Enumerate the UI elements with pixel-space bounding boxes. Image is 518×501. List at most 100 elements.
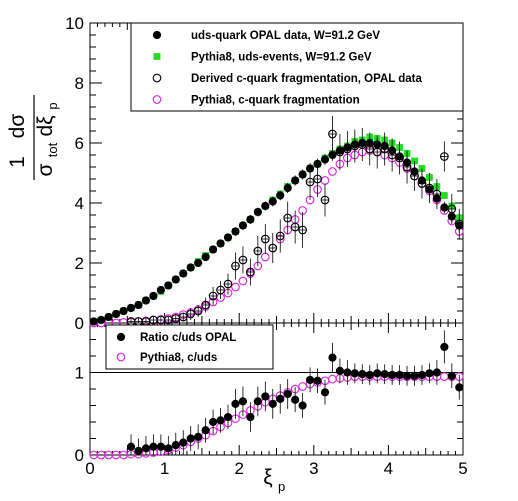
series-3-point: [328, 167, 337, 176]
series-0-point: [253, 207, 262, 217]
y-label-dsigma: dσ: [6, 114, 29, 139]
series-0-point: [276, 191, 285, 200]
series-0-point: [283, 183, 292, 193]
series-0-point: [440, 342, 449, 352]
series-0-point: [328, 353, 337, 362]
series-0-point: [156, 442, 165, 451]
series-0-point: [388, 370, 397, 380]
series-2-point: [335, 147, 345, 157]
series-0-point: [261, 201, 270, 211]
bottom-x-tick-label: 1: [160, 459, 169, 478]
series-0-point: [380, 370, 389, 379]
bottom-legend-box: [105, 324, 274, 370]
series-0-point: [298, 401, 307, 410]
series-0-point: [291, 176, 300, 185]
series-0-point: [149, 291, 158, 301]
series-0-point: [112, 309, 121, 319]
series-0-point: [283, 389, 292, 399]
series-0-point: [298, 170, 307, 179]
series-0-point: [194, 432, 203, 441]
bottom-x-tick-label: 0: [85, 459, 94, 478]
top-y-tick-label: 0: [75, 314, 84, 333]
series-0-point: [440, 203, 449, 212]
series-2-point: [425, 183, 434, 193]
series-2-point: [268, 243, 278, 253]
series-0-point: [141, 444, 151, 453]
series-0-point: [320, 388, 330, 397]
series-2-point: [328, 129, 337, 139]
y-label-one: 1: [6, 156, 29, 168]
bottom-panel-series: [89, 330, 464, 460]
series-0-point: [305, 375, 315, 385]
series-0-point: [276, 394, 285, 403]
series-2-point: [231, 261, 240, 271]
top-legend-marker-2: [152, 73, 162, 83]
y-label-sub-tot: tot: [45, 142, 60, 157]
series-0-point: [425, 369, 434, 378]
series-0-point: [395, 370, 404, 380]
series-2-point: [320, 195, 330, 205]
top-y-tick-label: 4: [75, 194, 84, 213]
top-legend-marker-0: [152, 30, 162, 40]
series-0-point: [350, 369, 359, 378]
bottom-x-tick-label: 4: [384, 459, 393, 478]
top-panel-series: [89, 116, 464, 328]
series-0-point: [104, 312, 113, 322]
series-2-point: [365, 144, 375, 154]
series-0-point: [179, 269, 188, 278]
top-legend-label-0: uds-quark OPAL data, W=91.2 GeV: [191, 30, 380, 42]
top-y-tick-label: 6: [75, 134, 84, 153]
series-0-point: [186, 434, 195, 443]
series-0-point: [179, 438, 188, 447]
bottom-legend-label-1: Pythia8, c/uds: [140, 352, 217, 364]
series-0-point: [126, 303, 136, 313]
series-0-point: [164, 444, 173, 453]
series-0-point: [149, 442, 158, 451]
top-legend-label-2: Derived c-quark fragmentation, OPAL data: [191, 73, 423, 85]
series-0-point: [134, 446, 143, 455]
series-0-point: [328, 150, 337, 160]
series-0-point: [417, 370, 427, 380]
series-2-point: [275, 231, 285, 241]
series-2-point: [440, 152, 449, 161]
y-label-sigma: σ: [34, 163, 57, 176]
series-0-point: [186, 263, 195, 272]
top-legend-label-3: Pythia8, c-quark fragmentation: [191, 95, 360, 107]
series-0-point: [320, 155, 330, 164]
series-0-point: [447, 371, 456, 380]
series-2-point: [298, 225, 307, 235]
series-0-point: [268, 197, 277, 206]
series-0-point: [238, 221, 248, 230]
series-1-point: [298, 382, 307, 391]
series-0-point: [246, 215, 255, 224]
series-2-point: [387, 150, 397, 160]
top-legend-marker-3: [152, 95, 162, 104]
bottom-y-tick-label: 1: [75, 364, 84, 383]
bottom-y-tick-label: 0: [75, 446, 84, 465]
series-2-point: [223, 279, 233, 289]
bottom-legend-marker-0: [116, 332, 126, 342]
series-2-point: [238, 255, 248, 265]
series-0-point: [208, 417, 218, 427]
top-y-tick-label: 8: [75, 74, 84, 93]
series-0-point: [291, 395, 300, 404]
y-label-dxi: dξ: [34, 115, 57, 136]
top-legend-marker-1: [153, 53, 161, 60]
series-2-point: [372, 147, 382, 157]
series-0-point: [171, 441, 180, 450]
series-0-point: [216, 416, 225, 425]
series-2-point: [432, 189, 442, 199]
series-0-point: [402, 371, 412, 380]
series-0-point: [365, 370, 374, 380]
series-2-point: [193, 306, 203, 316]
series-2-point: [402, 162, 412, 172]
series-0-point: [97, 315, 106, 325]
series-0-point: [410, 371, 419, 380]
series-0-point: [246, 412, 255, 422]
bottom-x-tick-label: 2: [234, 459, 243, 478]
series-0-point: [208, 245, 218, 254]
bottom-x-tick-label: 5: [458, 459, 467, 478]
top-y-tick-label: 10: [65, 14, 84, 33]
series-0-point: [253, 397, 262, 406]
series-0-point: [432, 368, 441, 377]
